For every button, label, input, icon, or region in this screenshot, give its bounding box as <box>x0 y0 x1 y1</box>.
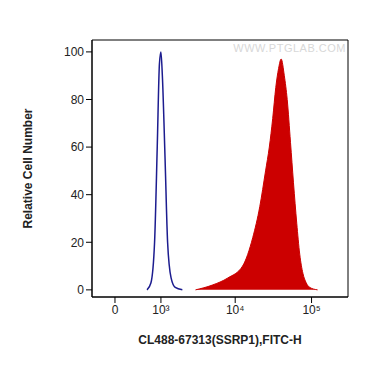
svg-text:Relative Cell Number: Relative Cell Number <box>21 108 35 228</box>
svg-text:80: 80 <box>71 93 85 107</box>
svg-text:0: 0 <box>77 283 84 297</box>
svg-text:10³: 10³ <box>152 303 169 317</box>
svg-text:20: 20 <box>71 236 85 250</box>
html-text:WWW.PTGLAB.COM: WWW.PTGLAB.COM <box>233 42 346 54</box>
svg-text:10⁵: 10⁵ <box>302 303 320 317</box>
svg-text:60: 60 <box>71 140 85 154</box>
svg-text:0: 0 <box>112 303 119 317</box>
svg-text:CL488-67313(SSRP1),FITC-H: CL488-67313(SSRP1),FITC-H <box>138 333 301 347</box>
svg-text:40: 40 <box>71 188 85 202</box>
svg-text:100: 100 <box>64 45 84 59</box>
svg-text:10⁴: 10⁴ <box>226 303 245 317</box>
